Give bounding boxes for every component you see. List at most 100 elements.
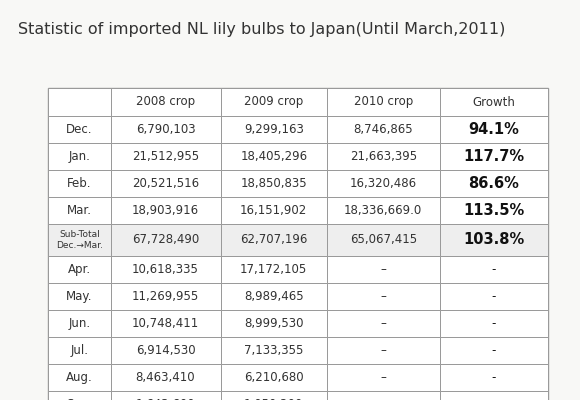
- Text: 9,299,163: 9,299,163: [244, 123, 304, 136]
- Text: 8,989,465: 8,989,465: [244, 290, 303, 303]
- Bar: [327, 391, 440, 400]
- Text: 16,151,902: 16,151,902: [240, 204, 307, 217]
- Bar: [48, 337, 111, 364]
- Text: 8,999,530: 8,999,530: [244, 317, 303, 330]
- Text: 2008 crop: 2008 crop: [136, 96, 195, 108]
- Text: Dec.: Dec.: [66, 123, 92, 136]
- Bar: [220, 337, 327, 364]
- Text: 6,210,680: 6,210,680: [244, 371, 303, 384]
- Bar: [440, 143, 548, 170]
- Text: 6,914,530: 6,914,530: [136, 344, 195, 357]
- Text: Sub-Total
Dec.→Mar.: Sub-Total Dec.→Mar.: [56, 230, 103, 250]
- Text: 8,463,410: 8,463,410: [136, 371, 195, 384]
- Bar: [220, 364, 327, 391]
- Bar: [440, 88, 548, 116]
- Bar: [48, 143, 111, 170]
- Bar: [48, 88, 111, 116]
- Bar: [327, 224, 440, 256]
- Bar: [111, 310, 220, 337]
- Bar: [48, 256, 111, 283]
- Bar: [48, 197, 111, 224]
- Bar: [440, 337, 548, 364]
- Bar: [111, 197, 220, 224]
- Bar: [327, 310, 440, 337]
- Text: 117.7%: 117.7%: [463, 149, 524, 164]
- Text: 18,850,835: 18,850,835: [241, 177, 307, 190]
- Bar: [48, 310, 111, 337]
- Text: 18,903,916: 18,903,916: [132, 204, 199, 217]
- Text: -: -: [492, 371, 496, 384]
- Bar: [111, 337, 220, 364]
- Text: –: –: [380, 263, 386, 276]
- Text: 1,050,200: 1,050,200: [244, 398, 303, 400]
- Text: –: –: [380, 290, 386, 303]
- Text: 20,521,516: 20,521,516: [132, 177, 199, 190]
- Text: 62,707,196: 62,707,196: [240, 234, 307, 246]
- Text: 1,643,600: 1,643,600: [136, 398, 195, 400]
- Text: –: –: [380, 317, 386, 330]
- Text: -: -: [492, 317, 496, 330]
- Bar: [48, 391, 111, 400]
- Text: Jul.: Jul.: [70, 344, 88, 357]
- Text: 18,405,296: 18,405,296: [240, 150, 307, 163]
- Bar: [440, 116, 548, 143]
- Text: Statistic of imported NL lily bulbs to Japan(Until March,2011): Statistic of imported NL lily bulbs to J…: [18, 22, 505, 37]
- Bar: [440, 283, 548, 310]
- Text: Mar.: Mar.: [67, 204, 92, 217]
- Bar: [440, 224, 548, 256]
- Bar: [220, 256, 327, 283]
- Text: 21,512,955: 21,512,955: [132, 150, 199, 163]
- Bar: [111, 88, 220, 116]
- Bar: [440, 170, 548, 197]
- Bar: [327, 170, 440, 197]
- Bar: [111, 391, 220, 400]
- Bar: [440, 391, 548, 400]
- Bar: [327, 337, 440, 364]
- Text: Sep.: Sep.: [66, 398, 92, 400]
- Text: 16,320,486: 16,320,486: [350, 177, 417, 190]
- Text: 94.1%: 94.1%: [468, 122, 519, 137]
- Bar: [440, 310, 548, 337]
- Text: Apr.: Apr.: [68, 263, 91, 276]
- Bar: [111, 256, 220, 283]
- Text: -: -: [492, 290, 496, 303]
- Bar: [48, 116, 111, 143]
- Bar: [111, 283, 220, 310]
- Bar: [327, 88, 440, 116]
- Bar: [48, 283, 111, 310]
- Bar: [220, 283, 327, 310]
- Bar: [220, 88, 327, 116]
- Bar: [220, 143, 327, 170]
- Bar: [48, 364, 111, 391]
- Text: 103.8%: 103.8%: [463, 232, 524, 248]
- Text: Jan.: Jan.: [68, 150, 90, 163]
- Bar: [220, 170, 327, 197]
- Text: 67,728,490: 67,728,490: [132, 234, 199, 246]
- Text: Aug.: Aug.: [66, 371, 93, 384]
- Bar: [111, 116, 220, 143]
- Text: 10,618,335: 10,618,335: [132, 263, 199, 276]
- Text: 17,172,105: 17,172,105: [240, 263, 307, 276]
- Bar: [327, 197, 440, 224]
- Text: Growth: Growth: [472, 96, 515, 108]
- Text: 7,133,355: 7,133,355: [244, 344, 303, 357]
- Bar: [327, 364, 440, 391]
- Bar: [111, 170, 220, 197]
- Bar: [440, 197, 548, 224]
- Bar: [48, 224, 111, 256]
- Text: –: –: [380, 371, 386, 384]
- Bar: [220, 310, 327, 337]
- Text: Jun.: Jun.: [68, 317, 90, 330]
- Text: -: -: [492, 344, 496, 357]
- Text: 113.5%: 113.5%: [463, 203, 524, 218]
- Text: 10,748,411: 10,748,411: [132, 317, 199, 330]
- Bar: [327, 143, 440, 170]
- Text: 6,790,103: 6,790,103: [136, 123, 195, 136]
- Bar: [111, 224, 220, 256]
- Bar: [327, 256, 440, 283]
- Bar: [111, 364, 220, 391]
- Text: 2009 crop: 2009 crop: [244, 96, 303, 108]
- Bar: [220, 197, 327, 224]
- Text: 2010 crop: 2010 crop: [354, 96, 413, 108]
- Bar: [48, 170, 111, 197]
